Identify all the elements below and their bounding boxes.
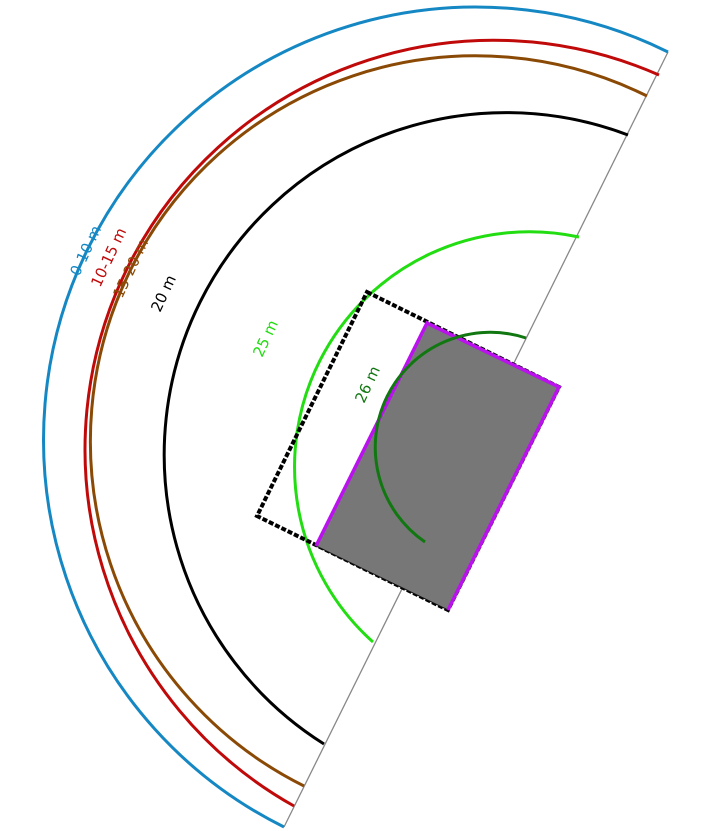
- label-20: 20 m: [147, 272, 180, 314]
- building-block: [315, 322, 560, 611]
- contour-arc-15-20: [88, 54, 648, 788]
- contour-arc-0-10: [42, 5, 669, 829]
- label-25: 25 m: [249, 317, 282, 359]
- contour-arc-26: [373, 330, 527, 544]
- building-edge-highlight: [314, 320, 562, 611]
- contour-arc-20: [162, 111, 629, 746]
- label-26: 26 m: [351, 363, 384, 405]
- contour-arc-25: [293, 230, 580, 644]
- contour-arc-10-15: [83, 38, 660, 808]
